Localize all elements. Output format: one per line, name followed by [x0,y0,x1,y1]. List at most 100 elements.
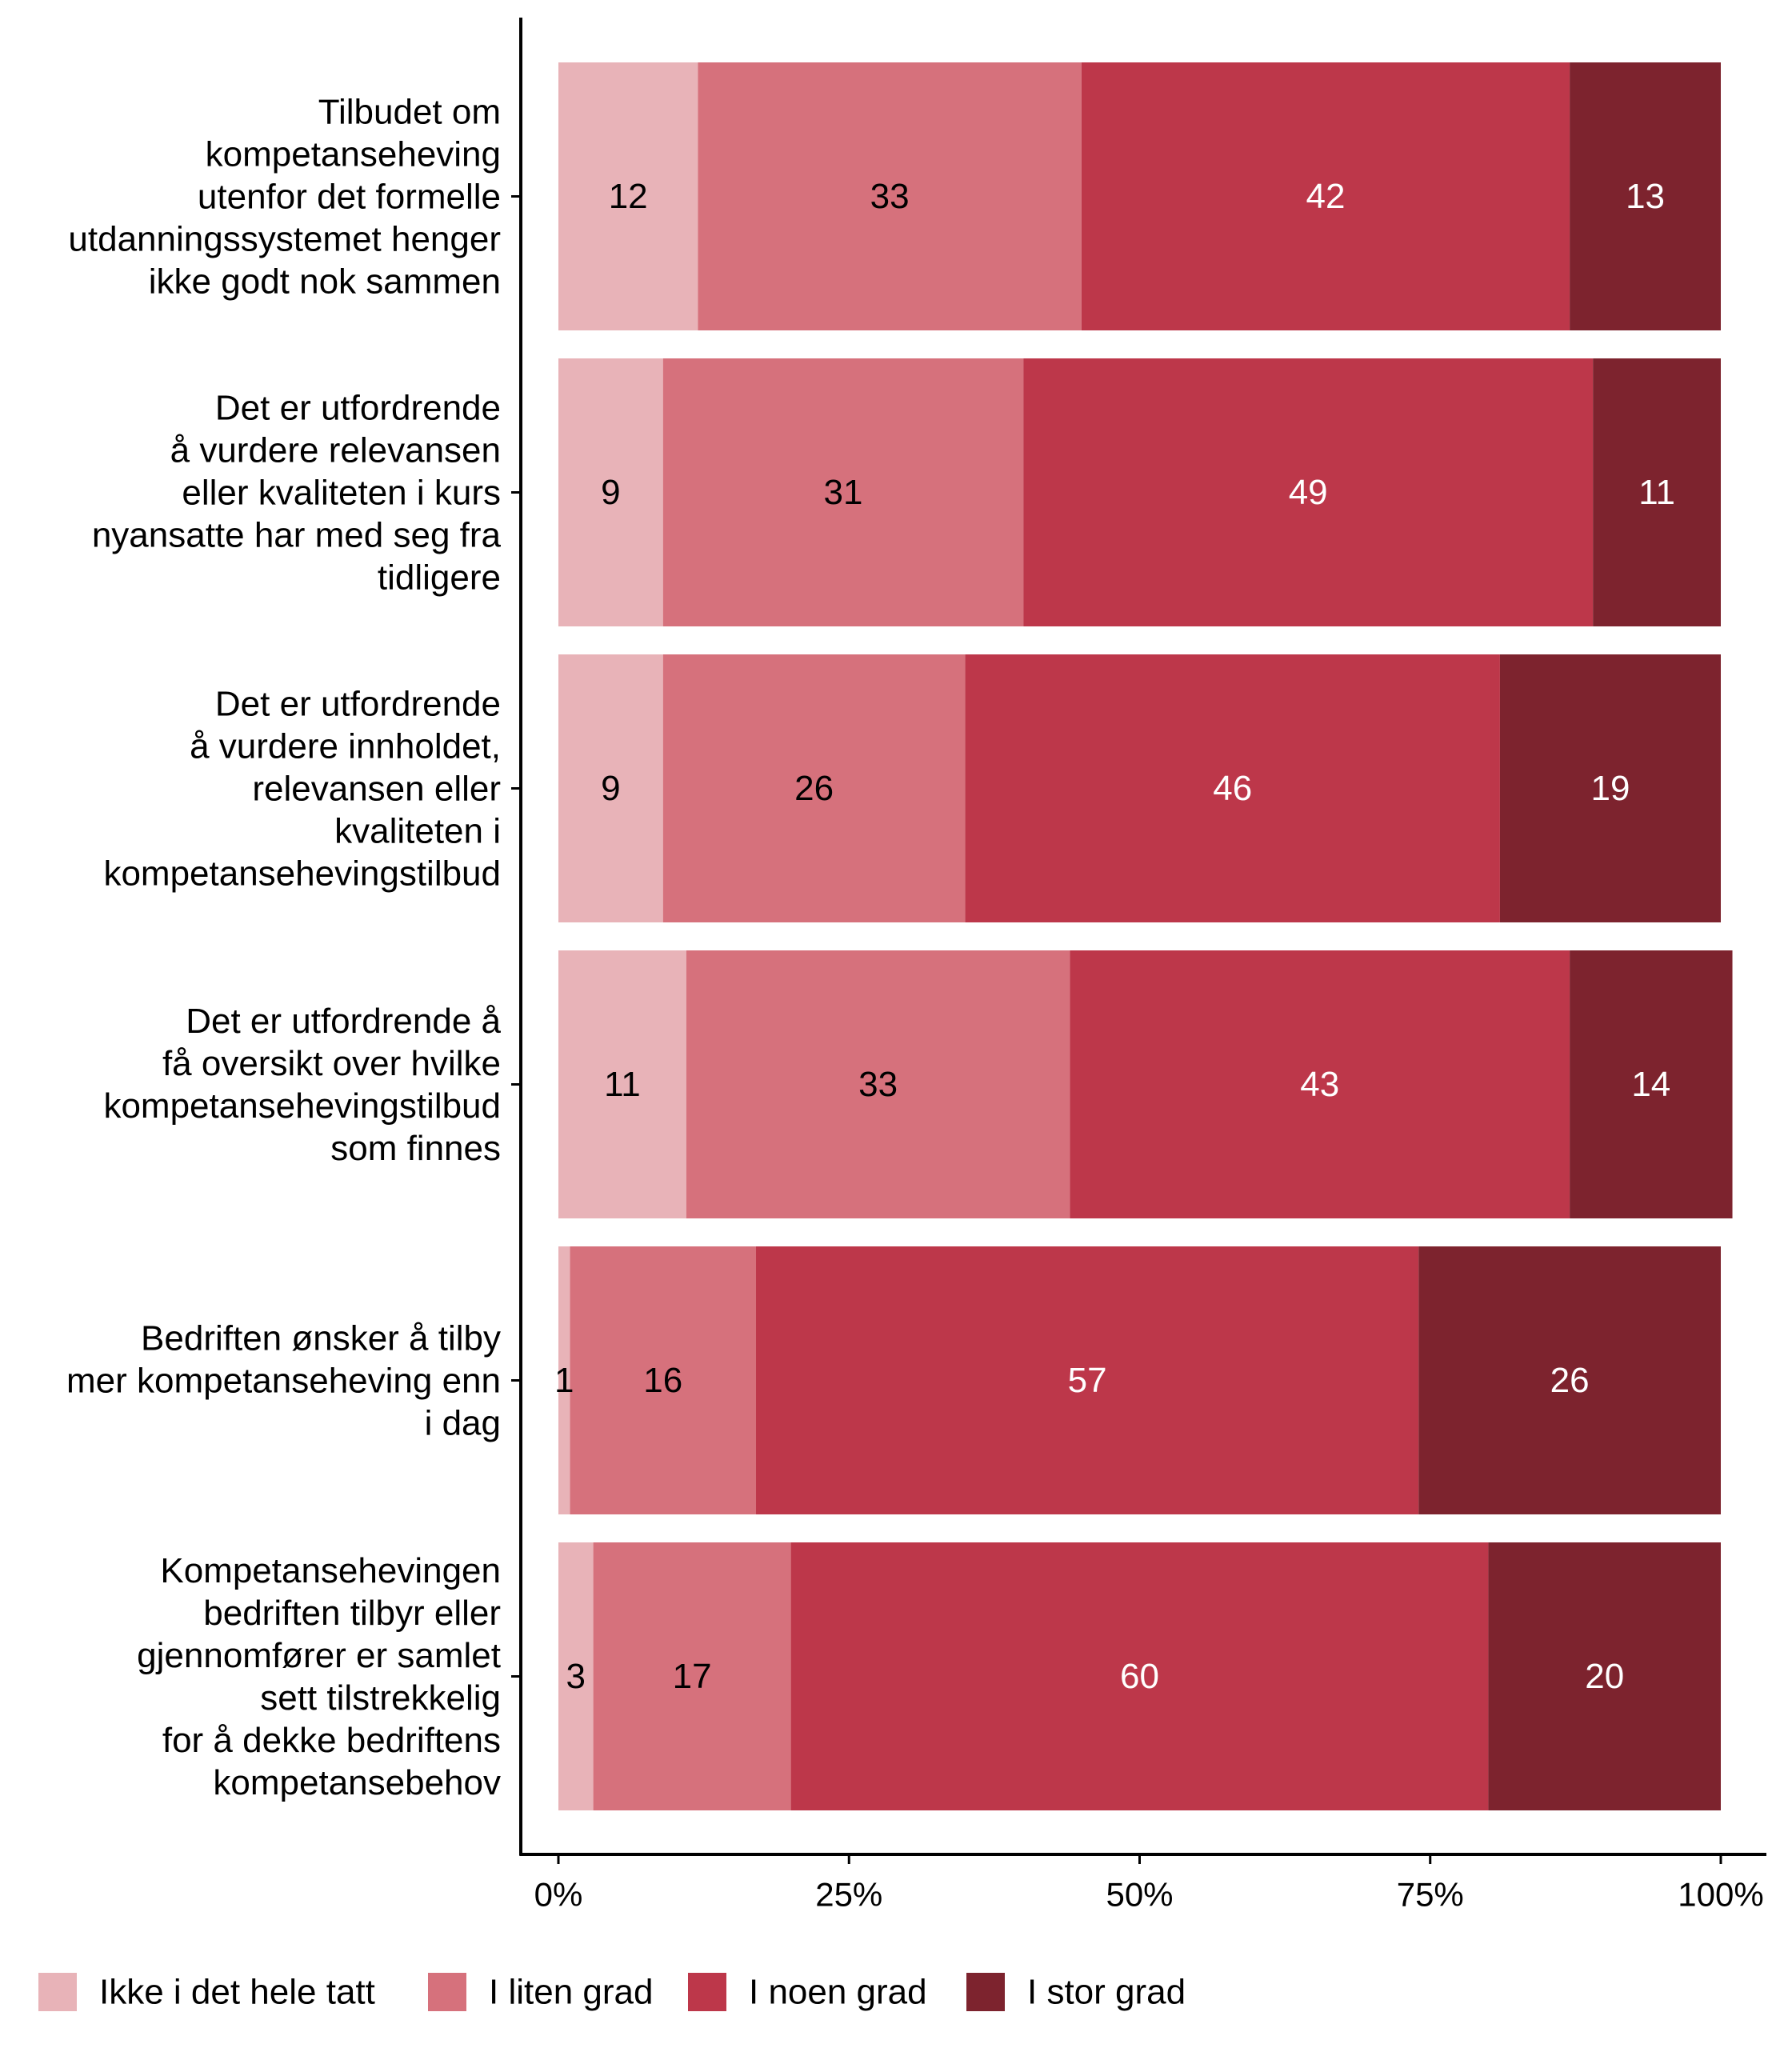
category-label-line: bedriften tilbyr eller [203,1594,501,1633]
category-label-line: relevansen eller [252,769,501,808]
category-label-line: Kompetansehevingen [160,1551,501,1590]
bar-segment-1-2 [698,62,1082,330]
category-label-line: som finnes [330,1129,501,1168]
bar-segment-5-2 [570,1246,757,1514]
category-label-line: eller kvaliteten i kurs [182,473,501,512]
x-tick-label-4: 75% [1397,1876,1464,1914]
bar-segment-4-4 [1570,950,1733,1218]
bar-segment-3-1 [558,654,663,922]
legend-swatch-4 [966,1973,1005,2011]
category-label-line: Det er utfordrende [215,684,501,723]
bar-value-label-6-1: 3 [566,1657,586,1696]
category-label-1: Tilbudet om kompetanseheving utenfor det f… [68,92,501,301]
bar-value-label-6-3: 60 [1120,1657,1159,1696]
legend-item-3: I noen grad [688,1973,927,2012]
bar-segment-2-3 [1023,358,1594,626]
bar-segment-3-3 [965,654,1500,922]
bar-segment-5-1 [558,1246,570,1514]
bar-value-label-4-2: 33 [858,1065,898,1104]
category-label-line: mer kompetanseheving enn [66,1361,501,1400]
category-label-line: Det er utfordrende å [186,1002,501,1041]
bar-segment-2-4 [1593,358,1721,626]
bar-value-label-3-1: 9 [601,769,620,808]
bar-value-label-2-2: 31 [824,473,863,512]
bar-value-label-1-3: 42 [1306,177,1346,216]
bar-value-label-5-1: 1 [554,1361,574,1400]
x-tick-label-1: 0% [534,1876,583,1914]
bar-value-label-2-4: 11 [1638,473,1675,512]
bar-value-label-1-1: 12 [609,177,648,216]
category-label-line: få oversikt over hvilke [162,1044,501,1083]
bar-value-label-4-4: 14 [1631,1065,1670,1104]
category-label-line: tidligere [378,558,501,597]
bar-value-label-1-2: 33 [870,177,910,216]
legend-label-2: I liten grad [489,1973,653,2012]
bar-segment-3-4 [1499,654,1721,922]
bar-segment-2-2 [662,358,1024,626]
bar-segment-3-2 [662,654,966,922]
category-label-line: ikke godt nok sammen [149,262,501,301]
category-label-line: kompetansehevingstilbud [103,1086,501,1126]
legend-swatch-2 [428,1973,466,2011]
legend-item-1: Ikke i det hele tatt [38,1973,375,2012]
bar-value-label-1-4: 13 [1626,177,1665,216]
category-label-line: nyansatte har med seg fra [92,515,502,554]
category-label-line: å vurdere relevansen [170,430,501,470]
category-label-4: Det er utfordrende å få oversikt over hvi… [103,1002,501,1168]
x-tick-label-3: 50% [1106,1876,1173,1914]
category-label-line: gjennomfører er samlet [137,1636,501,1675]
bar-segment-4-1 [558,950,686,1218]
bar-value-label-5-3: 57 [1068,1361,1107,1400]
bar-segment-4-3 [1070,950,1570,1218]
bar-labels-layer: 12 33 42 13 9 31 49 11 9 26 46 19 11 33 43 14 1 16 57 26 3 17… [554,177,1675,1696]
bar-segment-4-2 [686,950,1070,1218]
category-label-2: Det er utfordrende å vurdere relevansen el… [92,388,502,597]
category-label-line: kompetanseheving [206,134,501,174]
legend-swatch-1 [38,1973,77,2011]
legend-label-1: Ikke i det hele tatt [99,1973,375,2012]
bar-value-label-6-4: 20 [1585,1657,1624,1696]
bar-value-label-3-3: 46 [1213,769,1252,808]
legend-item-2: I liten grad [428,1973,653,2012]
category-label-line: kvaliteten i [334,811,501,850]
bar-segment-6-3 [790,1542,1489,1810]
bar-segment-6-1 [558,1542,594,1810]
category-label-5: Bedriften ønsker å tilby mer kompetansehe… [66,1318,501,1442]
bar-value-label-6-2: 17 [673,1657,712,1696]
legend: Ikke i det hele tatt I liten grad I noen g… [38,1973,1186,2012]
bar-value-label-2-3: 49 [1289,473,1328,512]
y-axis: Tilbudet om kompetanseheving utenfor det f… [66,18,522,1856]
bar-value-label-2-1: 9 [601,473,620,512]
bar-value-label-5-4: 26 [1550,1361,1590,1400]
category-label-line: Tilbudet om [318,92,501,131]
bar-segment-1-4 [1570,62,1721,330]
category-label-line: for å dekke bedriftens [162,1721,501,1760]
legend-item-4: I stor grad [966,1973,1186,2012]
category-label-line: Bedriften ønsker å tilby [141,1318,501,1358]
category-label-line: kompetansebehov [213,1763,501,1802]
bar-segment-5-4 [1418,1246,1721,1514]
category-label-3: Det er utfordrende å vurdere innholdet, re… [103,684,501,893]
bar-value-label-4-3: 43 [1300,1065,1339,1104]
bar-segment-1-1 [558,62,698,330]
legend-swatch-3 [688,1973,726,2011]
bar-value-label-5-2: 16 [643,1361,682,1400]
bar-value-label-3-2: 26 [794,769,834,808]
category-label-6: Kompetansehevingen bedriften tilbyr eller… [137,1551,501,1802]
bars-layer [558,62,1733,1810]
category-label-line: i dag [425,1403,501,1442]
category-label-line: å vurdere innholdet, [190,726,501,766]
bar-segment-6-4 [1488,1542,1721,1810]
legend-label-4: I stor grad [1027,1973,1186,2012]
bar-segment-1-3 [1081,62,1570,330]
category-label-line: utenfor det formelle [198,177,501,216]
bar-segment-2-1 [558,358,663,626]
bar-segment-5-3 [756,1246,1419,1514]
category-label-line: kompetansehevingstilbud [103,854,501,893]
category-label-line: utdanningssystemet henger [68,219,501,258]
legend-label-3: I noen grad [749,1973,927,2012]
bar-value-label-3-4: 19 [1590,769,1630,808]
category-label-line: Det er utfordrende [215,388,501,427]
x-tick-label-5: 100% [1678,1876,1763,1914]
